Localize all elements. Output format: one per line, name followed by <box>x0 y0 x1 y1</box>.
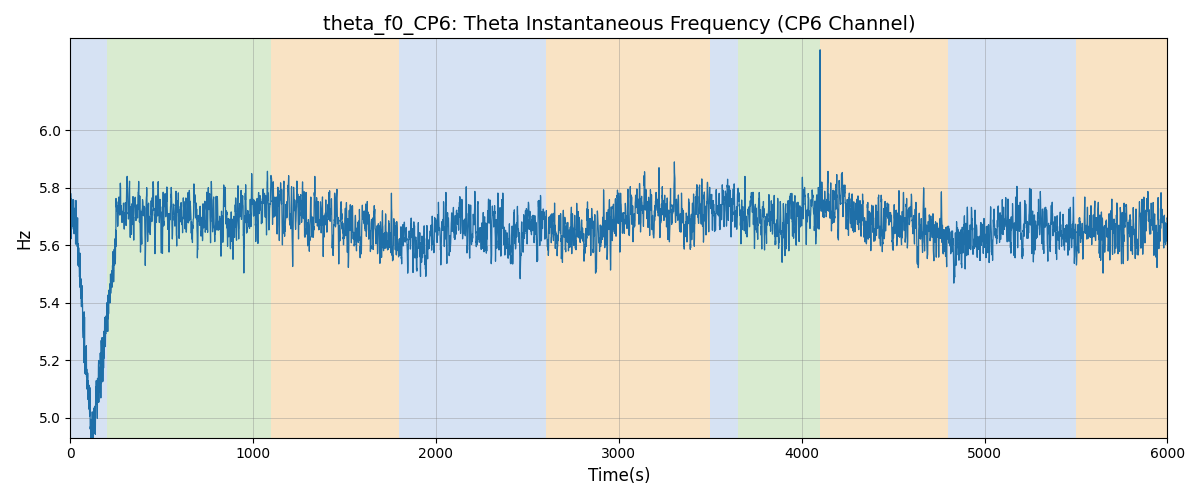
Bar <box>71 38 107 438</box>
Bar <box>738 38 820 438</box>
Bar <box>710 38 738 438</box>
Bar <box>1076 38 1168 438</box>
Bar <box>546 38 710 438</box>
Bar <box>271 38 400 438</box>
Bar <box>400 38 546 438</box>
Bar <box>107 38 271 438</box>
Bar <box>948 38 1076 438</box>
X-axis label: Time(s): Time(s) <box>588 467 650 485</box>
Y-axis label: Hz: Hz <box>16 228 34 248</box>
Bar <box>820 38 948 438</box>
Title: theta_f0_CP6: Theta Instantaneous Frequency (CP6 Channel): theta_f0_CP6: Theta Instantaneous Freque… <box>323 15 916 35</box>
